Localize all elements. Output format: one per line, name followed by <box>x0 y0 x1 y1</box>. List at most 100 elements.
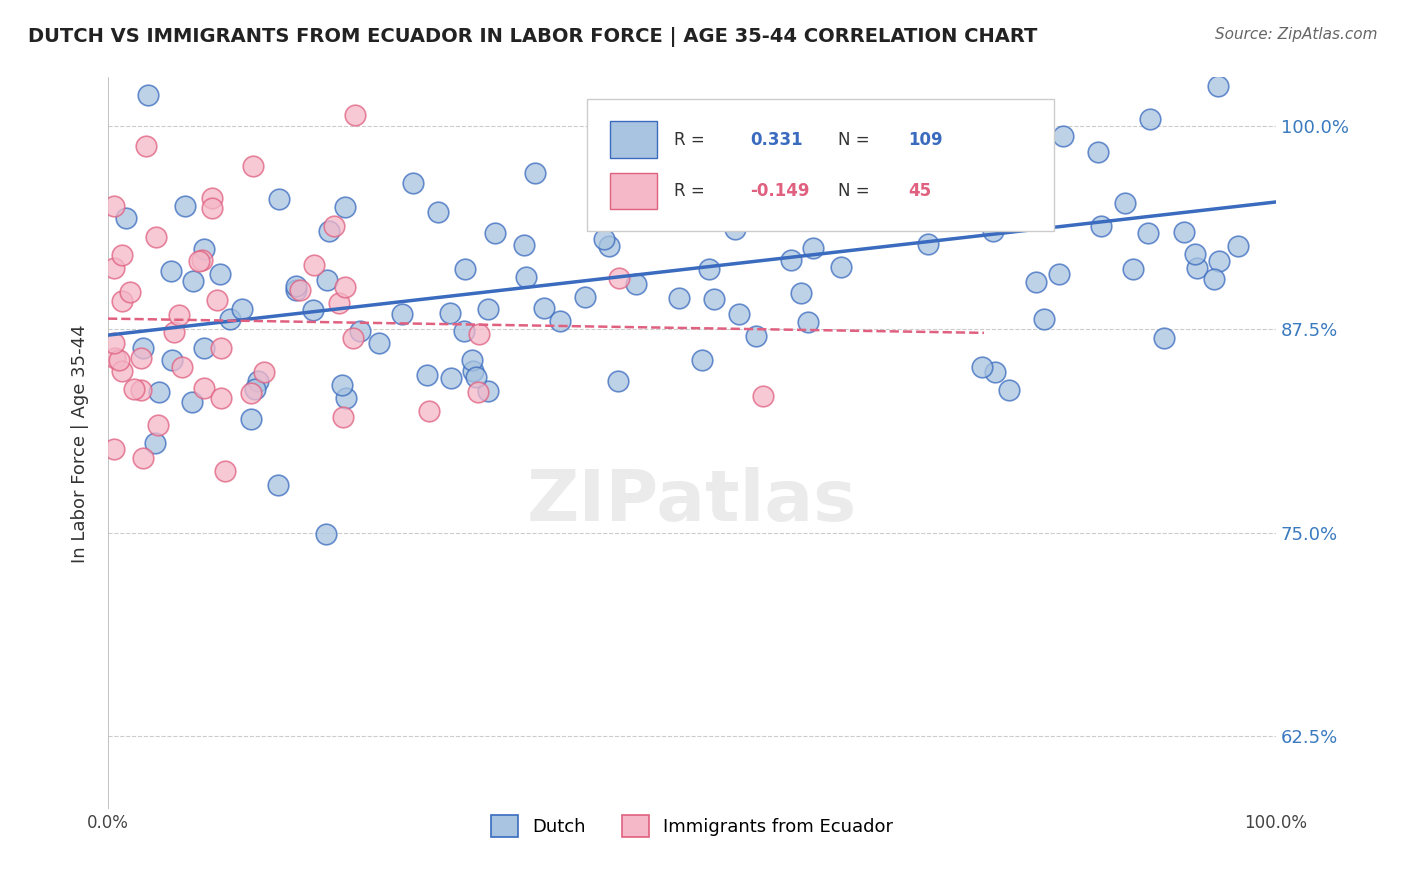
Dutch <box>786 206 808 220</box>
Immigrants from Ecuador <box>214 464 236 478</box>
Dutch <box>269 192 291 206</box>
Immigrants from Ecuador <box>122 382 145 396</box>
Immigrants from Ecuador <box>191 252 214 267</box>
Dutch <box>285 284 308 298</box>
Dutch <box>246 374 269 388</box>
Immigrants from Ecuador <box>253 365 276 379</box>
Text: N =: N = <box>838 130 869 149</box>
Dutch <box>1122 261 1144 276</box>
Dutch <box>115 211 138 225</box>
Immigrants from Ecuador <box>103 199 125 213</box>
Immigrants from Ecuador <box>209 391 232 405</box>
Immigrants from Ecuador <box>201 191 224 205</box>
Dutch <box>1114 195 1136 210</box>
Dutch <box>515 270 537 285</box>
Text: 45: 45 <box>908 182 931 200</box>
Dutch <box>148 385 170 400</box>
Dutch <box>910 197 932 211</box>
Dutch <box>1184 247 1206 261</box>
Dutch <box>626 277 648 291</box>
Immigrants from Ecuador <box>193 381 215 395</box>
Dutch <box>484 226 506 240</box>
Dutch <box>416 368 439 383</box>
Dutch <box>461 364 484 378</box>
Dutch <box>744 329 766 343</box>
Dutch <box>1052 129 1074 144</box>
Dutch <box>981 169 1004 183</box>
Dutch <box>440 371 463 385</box>
Bar <box>610 172 657 209</box>
Immigrants from Ecuador <box>108 352 131 367</box>
Dutch <box>1090 219 1112 233</box>
Dutch <box>1047 268 1070 282</box>
Immigrants from Ecuador <box>131 384 153 398</box>
Dutch <box>700 166 723 180</box>
Dutch <box>935 182 957 196</box>
Immigrants from Ecuador <box>132 450 155 465</box>
Dutch <box>607 374 630 388</box>
Immigrants from Ecuador <box>607 271 630 285</box>
Immigrants from Ecuador <box>135 139 157 153</box>
Dutch <box>219 311 242 326</box>
Dutch <box>330 378 353 392</box>
Dutch <box>859 136 882 151</box>
Dutch <box>669 206 692 220</box>
Dutch <box>208 267 231 281</box>
Immigrants from Ecuador <box>302 259 325 273</box>
Dutch <box>998 383 1021 397</box>
Immigrants from Ecuador <box>328 296 350 310</box>
Dutch <box>174 199 197 213</box>
Immigrants from Ecuador <box>103 442 125 456</box>
Dutch <box>160 264 183 278</box>
Dutch <box>391 307 413 321</box>
Dutch <box>1032 311 1054 326</box>
Dutch <box>917 236 939 251</box>
Dutch <box>349 324 371 338</box>
Dutch <box>814 146 837 161</box>
Dutch <box>574 290 596 304</box>
Dutch <box>789 286 811 301</box>
Immigrants from Ecuador <box>290 283 312 297</box>
Dutch <box>779 252 801 267</box>
Immigrants from Ecuador <box>187 253 209 268</box>
Immigrants from Ecuador <box>751 388 773 402</box>
Immigrants from Ecuador <box>209 341 232 355</box>
Dutch <box>183 274 205 288</box>
Dutch <box>464 370 486 384</box>
Dutch <box>316 273 339 287</box>
Immigrants from Ecuador <box>111 294 134 309</box>
Dutch <box>644 194 666 208</box>
Dutch <box>523 165 546 179</box>
Dutch <box>132 341 155 355</box>
Dutch <box>1018 26 1040 40</box>
Text: DUTCH VS IMMIGRANTS FROM ECUADOR IN LABOR FORCE | AGE 35-44 CORRELATION CHART: DUTCH VS IMMIGRANTS FROM ECUADOR IN LABO… <box>28 27 1038 46</box>
Dutch <box>318 224 340 238</box>
Dutch <box>965 182 987 196</box>
Immigrants from Ecuador <box>467 327 489 342</box>
Text: R =: R = <box>675 130 710 149</box>
Y-axis label: In Labor Force | Age 35-44: In Labor Force | Age 35-44 <box>72 324 89 563</box>
Dutch <box>697 262 720 277</box>
Dutch <box>685 187 707 202</box>
Dutch <box>1025 275 1047 289</box>
Text: 0.331: 0.331 <box>751 130 803 149</box>
Dutch <box>1208 254 1230 268</box>
Text: R =: R = <box>675 182 710 200</box>
Dutch <box>513 238 536 252</box>
Immigrants from Ecuador <box>118 285 141 299</box>
Dutch <box>983 365 1005 379</box>
Dutch <box>454 261 477 276</box>
Dutch <box>1226 239 1249 253</box>
Immigrants from Ecuador <box>332 410 354 425</box>
Text: 109: 109 <box>908 130 942 149</box>
Dutch <box>1185 261 1208 276</box>
Dutch <box>477 301 499 316</box>
Immigrants from Ecuador <box>145 229 167 244</box>
Immigrants from Ecuador <box>111 248 134 262</box>
Dutch <box>426 204 449 219</box>
Dutch <box>335 392 357 406</box>
Immigrants from Ecuador <box>323 219 346 233</box>
Dutch <box>285 278 308 293</box>
Text: Source: ZipAtlas.com: Source: ZipAtlas.com <box>1215 27 1378 42</box>
Dutch <box>1139 112 1161 127</box>
